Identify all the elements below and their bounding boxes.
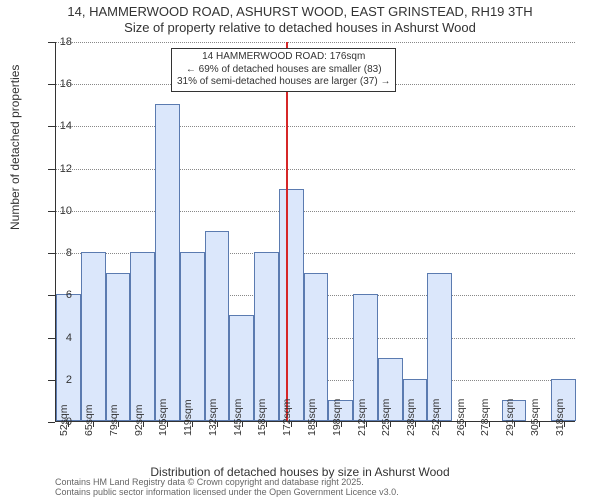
ytick-label: 14 bbox=[52, 120, 72, 132]
footer-attribution: Contains HM Land Registry data © Crown c… bbox=[55, 478, 399, 498]
histogram-bar bbox=[155, 104, 180, 421]
histogram-bar bbox=[81, 252, 106, 421]
histogram-bar bbox=[130, 252, 155, 421]
ytick-label: 16 bbox=[52, 78, 72, 90]
ytick-label: 4 bbox=[52, 332, 72, 344]
ytick-label: 6 bbox=[52, 289, 72, 301]
ytick-label: 8 bbox=[52, 247, 72, 259]
title-line-1: 14, HAMMERWOOD ROAD, ASHURST WOOD, EAST … bbox=[0, 4, 600, 20]
plot-wrap: 14 HAMMERWOOD ROAD: 176sqm← 69% of detac… bbox=[55, 42, 575, 422]
histogram-bar bbox=[180, 252, 205, 421]
y-axis-label: Number of detached properties bbox=[8, 65, 22, 230]
footer-line-2: Contains public sector information licen… bbox=[55, 488, 399, 498]
annotation-line-1: 14 HAMMERWOOD ROAD: 176sqm bbox=[177, 51, 390, 64]
ytick-label: 12 bbox=[52, 163, 72, 175]
gridline-h bbox=[56, 126, 575, 127]
gridline-h bbox=[56, 211, 575, 212]
annotation-line-3: 31% of semi-detached houses are larger (… bbox=[177, 76, 390, 89]
title-block: 14, HAMMERWOOD ROAD, ASHURST WOOD, EAST … bbox=[0, 0, 600, 37]
histogram-bar bbox=[56, 294, 81, 421]
gridline-h bbox=[56, 169, 575, 170]
ytick-label: 2 bbox=[52, 374, 72, 386]
chart-container: 14, HAMMERWOOD ROAD, ASHURST WOOD, EAST … bbox=[0, 0, 600, 500]
ytick-label: 18 bbox=[52, 36, 72, 48]
gridline-h bbox=[56, 42, 575, 43]
annotation-box: 14 HAMMERWOOD ROAD: 176sqm← 69% of detac… bbox=[171, 48, 396, 92]
title-line-2: Size of property relative to detached ho… bbox=[0, 20, 600, 36]
annotation-line-2: ← 69% of detached houses are smaller (83… bbox=[177, 64, 390, 77]
ytick-label: 10 bbox=[52, 205, 72, 217]
histogram-bar bbox=[205, 231, 230, 421]
histogram-bar bbox=[254, 252, 279, 421]
histogram-bar bbox=[106, 273, 131, 421]
histogram-bar bbox=[279, 189, 304, 421]
marker-line bbox=[286, 42, 288, 421]
plot-area: 14 HAMMERWOOD ROAD: 176sqm← 69% of detac… bbox=[55, 42, 575, 422]
